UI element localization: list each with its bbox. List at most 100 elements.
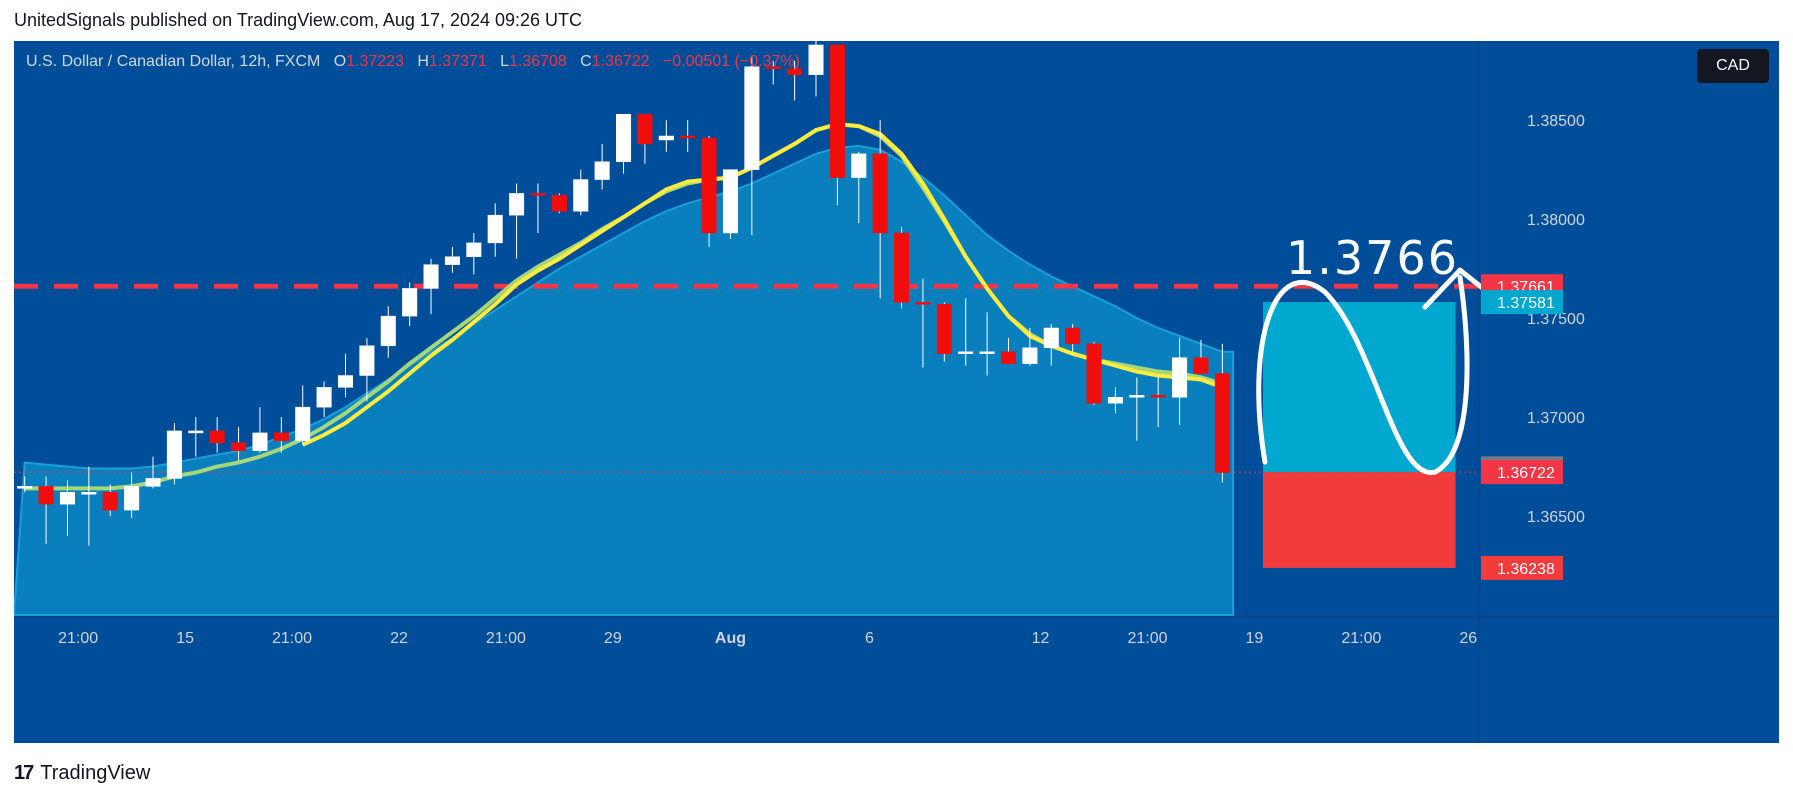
candle-body — [1214, 373, 1230, 473]
candle-body — [359, 345, 375, 376]
x-tick-label: 29 — [604, 630, 622, 647]
x-tick-label: 26 — [1459, 630, 1477, 647]
chart-frame[interactable]: 1.3766 1.38500 1.38000 1.37500 1.37000 1.3650… — [14, 41, 1779, 743]
candle-body — [145, 478, 161, 487]
change-value: −0.00501 (−0.37%) — [662, 53, 800, 70]
candle-body — [637, 113, 653, 145]
candle-body — [316, 387, 332, 408]
low-value: 1.36708 — [508, 53, 567, 70]
candle-body — [701, 137, 717, 234]
candle-body — [573, 179, 589, 212]
candle-body — [17, 486, 33, 489]
candle-body — [894, 232, 910, 303]
open-key: O — [333, 53, 347, 70]
price-axis — [1479, 41, 1779, 743]
candle-body — [1065, 327, 1081, 345]
symbol-legend: U.S. Dollar / Canadian Dollar, 12h, FXCM… — [26, 53, 800, 71]
currency-button[interactable]: CAD — [1697, 49, 1769, 83]
candle-body — [337, 375, 354, 388]
candle-body — [81, 492, 97, 495]
candle-body — [808, 44, 824, 75]
candle-body — [1129, 395, 1145, 398]
candle-body — [616, 113, 632, 162]
candle-body — [1172, 357, 1188, 398]
candle-body — [1086, 343, 1102, 404]
target-zone — [1262, 302, 1456, 473]
candle-body — [59, 492, 75, 505]
open-value: 1.37223 — [346, 53, 404, 70]
candle-body — [209, 430, 225, 444]
candle-body — [466, 242, 482, 257]
candle-body — [722, 169, 738, 234]
price-label-tag — [1481, 555, 1563, 580]
candle-body — [787, 68, 803, 75]
x-tick-label: 21:00 — [272, 630, 312, 647]
forecast-wave — [1256, 274, 1470, 475]
candle-body — [1043, 327, 1059, 349]
x-tick-label: 21:00 — [58, 630, 98, 647]
stop-zone — [1262, 472, 1456, 568]
high-key: H — [417, 53, 429, 70]
candle-body — [124, 486, 140, 511]
close-value: 1.36722 — [591, 53, 650, 70]
candle-body — [594, 161, 610, 180]
candle-body — [380, 315, 396, 347]
x-tick-label: 22 — [390, 630, 408, 647]
candle-body — [851, 153, 867, 178]
candle-body — [1107, 397, 1123, 404]
candle-body — [188, 430, 204, 434]
price-label: 1.36722 — [1497, 465, 1555, 482]
x-tick-label: 19 — [1246, 630, 1264, 647]
y-tick-label: 1.36500 — [1527, 509, 1585, 526]
x-tick-label: 6 — [865, 630, 874, 647]
candle-body — [38, 486, 54, 505]
candle-body — [936, 303, 952, 354]
candle-body — [765, 66, 781, 69]
y-tick-label: 1.38500 — [1527, 113, 1585, 130]
footer: 17 TradingView — [14, 760, 150, 786]
candle-body — [915, 302, 931, 305]
candle-body — [423, 264, 439, 289]
candle-body — [295, 406, 311, 442]
candle-body — [680, 135, 696, 139]
candle-body — [509, 193, 525, 216]
candle-body — [1193, 357, 1209, 374]
candle-body — [744, 66, 760, 170]
level-annotation: 1.3766 — [1286, 231, 1459, 285]
ma-fast-line — [301, 122, 1224, 447]
candle-body — [252, 432, 268, 451]
price-label: 1.37581 — [1497, 295, 1555, 312]
candle-body — [166, 430, 182, 479]
low-key: L — [500, 53, 509, 70]
high-value: 1.37371 — [428, 53, 487, 70]
candle-body — [658, 135, 674, 141]
price-label: 1.36238 — [1497, 561, 1555, 578]
x-tick-label: 21:00 — [1127, 630, 1167, 647]
candle-body — [1150, 395, 1166, 398]
publish-info: UnitedSignals published on TradingView.c… — [14, 10, 583, 30]
candle-body — [979, 351, 995, 355]
candle-body — [551, 195, 567, 212]
price-label-tag — [1481, 460, 1563, 485]
candle-body — [444, 256, 460, 265]
candle-body — [487, 214, 503, 244]
x-tick-label: 15 — [176, 630, 194, 647]
price-chart[interactable]: 1.3766 1.38500 1.38000 1.37500 1.37000 1.3650… — [14, 41, 1779, 743]
y-tick-label: 1.37500 — [1527, 311, 1585, 328]
candle-body — [273, 432, 289, 442]
candle-body — [1000, 351, 1017, 364]
candle-body — [1022, 347, 1038, 364]
x-tick-label: 21:00 — [486, 630, 526, 647]
candle-body — [102, 492, 118, 511]
x-tick-label: 12 — [1032, 630, 1050, 647]
candle-body — [872, 153, 888, 234]
tradingview-brand: TradingView — [40, 761, 151, 784]
candle-body — [402, 288, 418, 317]
candle-body — [958, 351, 974, 355]
close-key: C — [580, 53, 592, 70]
candle-body — [231, 442, 247, 451]
x-tick-label: 21:00 — [1341, 630, 1381, 647]
candle-body — [829, 44, 845, 178]
y-tick-label: 1.37000 — [1527, 410, 1585, 427]
candle-body — [530, 193, 546, 196]
